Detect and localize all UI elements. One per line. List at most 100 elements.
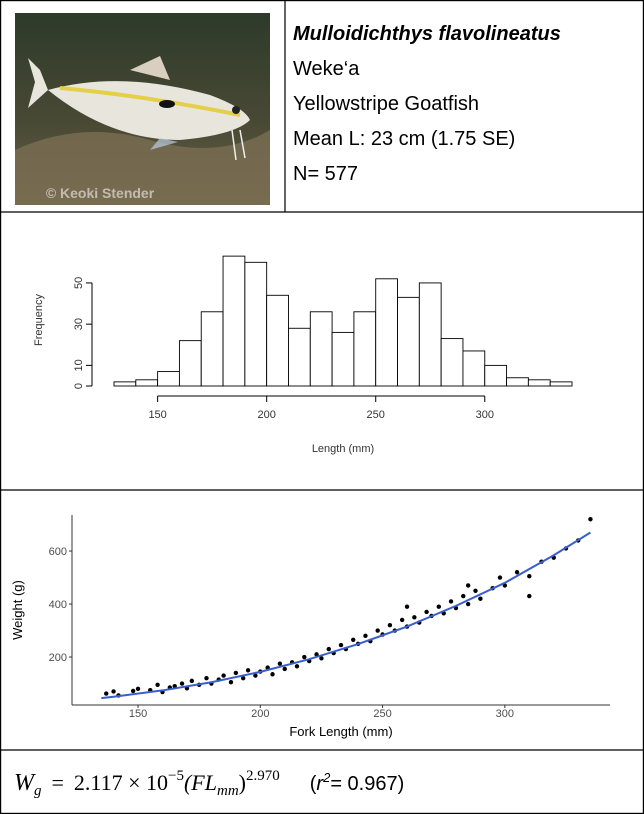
- bar: [549, 381, 573, 387]
- scatter-plot: 150 200 250 300 200 400 600 Fork Length (mm) Wei…: [10, 515, 610, 739]
- formula-part: 2.970: [246, 768, 280, 784]
- point: [179, 681, 185, 686]
- y-tick-label: 0: [73, 383, 85, 389]
- x-tick-label: 300: [476, 409, 494, 421]
- point: [363, 633, 368, 639]
- bar: [309, 311, 333, 387]
- point: [461, 593, 466, 599]
- x-tick-label: 200: [251, 708, 269, 720]
- point: [233, 670, 239, 676]
- bar: [506, 377, 529, 387]
- point: [473, 588, 478, 593]
- bar: [200, 311, 224, 387]
- point: [527, 593, 532, 599]
- common-name: Yellowstripe Goatfish: [293, 93, 479, 115]
- point: [424, 609, 429, 615]
- sample-size: N= 577: [293, 163, 358, 185]
- point: [240, 676, 246, 681]
- point: [282, 666, 287, 672]
- bar: [178, 340, 202, 387]
- formula-part: =: [52, 770, 64, 795]
- point: [399, 617, 405, 623]
- point: [478, 596, 483, 601]
- point: [302, 654, 307, 660]
- y-axis-title: Weight (g): [10, 580, 25, 640]
- formula-part: −5: [168, 768, 184, 784]
- bar: [244, 261, 268, 387]
- point: [245, 668, 251, 673]
- point: [436, 604, 442, 609]
- x-tick-label: 250: [373, 708, 391, 720]
- point: [465, 583, 471, 588]
- bar: [462, 350, 486, 387]
- formula-part: W: [14, 770, 36, 796]
- formula-part: ): [239, 770, 246, 795]
- point: [130, 688, 136, 694]
- point: [189, 678, 195, 684]
- point: [527, 574, 532, 579]
- point: [135, 686, 141, 692]
- point: [351, 637, 356, 643]
- point: [204, 676, 209, 681]
- point: [253, 673, 258, 678]
- point: [404, 604, 410, 609]
- x-axis-title: Fork Length (mm): [289, 724, 392, 739]
- formula-part: 2: [322, 770, 331, 785]
- photo-credit: © Keoki Stender: [46, 185, 155, 201]
- histogram: 150 200 250 300 0 10 30 50 Length (mm) Frequency: [33, 255, 573, 455]
- point: [314, 652, 319, 657]
- fit-line: [101, 531, 591, 700]
- point: [588, 517, 593, 522]
- point: [104, 691, 109, 696]
- point: [111, 689, 116, 694]
- bar: [440, 338, 464, 387]
- bar: [331, 331, 355, 387]
- bar: [288, 327, 311, 387]
- point: [387, 623, 393, 628]
- formula: Wg = 2.117 × 10−5(FLmm)2.970 (r2= 0.967): [14, 768, 404, 799]
- point: [514, 570, 520, 575]
- point: [319, 656, 324, 661]
- formula-part: g: [34, 783, 42, 799]
- point: [326, 646, 331, 652]
- point: [448, 599, 454, 604]
- point: [465, 601, 471, 607]
- bar: [527, 379, 551, 387]
- scientific-name: Mulloidichthys flavolineatus: [293, 23, 561, 45]
- bar: [418, 282, 442, 387]
- bar: [353, 311, 377, 387]
- point: [375, 628, 380, 633]
- formula-part: mm: [217, 783, 239, 799]
- point: [294, 664, 300, 669]
- bar: [113, 381, 137, 387]
- point: [155, 682, 160, 688]
- x-tick-label: 150: [148, 409, 166, 421]
- formula-part: 2.117 × 10: [74, 770, 168, 795]
- bar: [484, 364, 508, 387]
- point: [412, 615, 417, 620]
- y-axis-title: Frequency: [33, 294, 45, 346]
- bar: [266, 294, 289, 387]
- x-axis-title: Length (mm): [312, 443, 374, 455]
- point: [221, 673, 226, 678]
- bar: [157, 371, 180, 387]
- fish-photo: [15, 13, 270, 205]
- point: [228, 680, 234, 685]
- formula-part: (: [310, 773, 317, 795]
- point: [277, 661, 283, 666]
- point: [338, 642, 344, 648]
- mean-length: Mean L: 23 cm (1.75 SE): [293, 128, 515, 150]
- y-tick-label: 50: [73, 277, 85, 289]
- formula-part: r: [316, 773, 324, 795]
- bar: [222, 255, 246, 387]
- x-tick-label: 250: [367, 409, 385, 421]
- formula-part: = 0.967): [330, 773, 404, 795]
- bar: [397, 296, 420, 387]
- bar: [375, 278, 398, 387]
- point: [497, 575, 503, 580]
- point: [270, 672, 275, 677]
- y-tick-label: 400: [49, 599, 67, 611]
- y-tick-label: 200: [49, 652, 67, 664]
